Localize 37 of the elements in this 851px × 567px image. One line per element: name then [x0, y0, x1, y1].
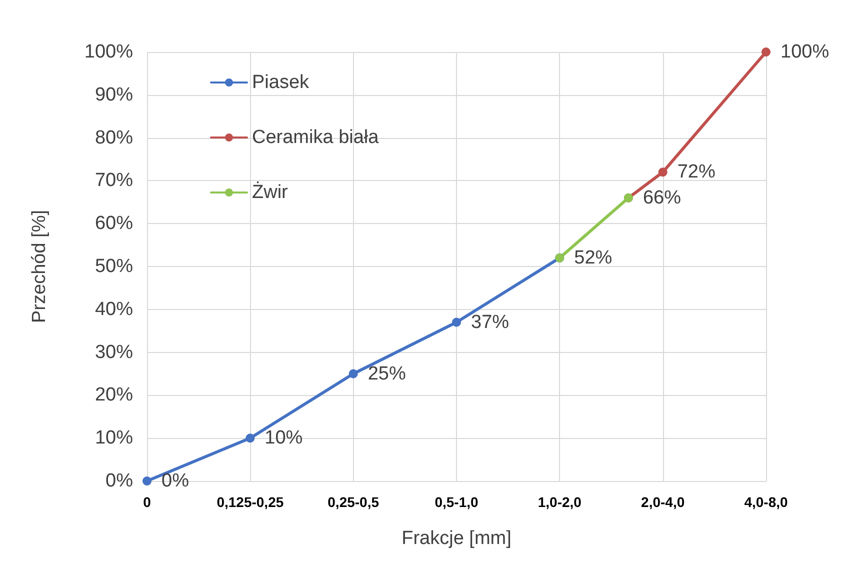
data-label: 72%	[677, 162, 716, 183]
x-tick-label: 0,5-1,0	[434, 494, 479, 510]
y-tick-label: 20%	[94, 384, 134, 406]
point	[658, 168, 668, 177]
point	[452, 318, 461, 327]
y-tick-label: 90%	[94, 84, 134, 106]
data-label: 37%	[471, 312, 510, 333]
y-axis-title: Przechód [%]	[29, 210, 50, 323]
y-tick-label: 40%	[94, 298, 134, 320]
legend-label: Piasek	[252, 72, 310, 93]
point	[348, 369, 358, 378]
y-tick-label: 30%	[94, 342, 134, 363]
y-tick-label: 80%	[94, 127, 134, 148]
data-label: 0%	[162, 470, 190, 492]
y-tick-label: 70%	[94, 170, 134, 192]
legend-label: Żwir	[252, 181, 289, 203]
x-tick-label: 0,25-0,5	[328, 494, 380, 510]
data-label: 66%	[642, 187, 682, 208]
x-tick-label: 0	[143, 494, 152, 510]
data-label: 10%	[264, 428, 303, 449]
data-label: 100%	[780, 42, 830, 62]
x-axis-title: Frakcje [mm]	[402, 528, 512, 549]
point	[762, 48, 770, 56]
y-tick-label: 10%	[94, 428, 134, 449]
legend-label: Ceramika biała	[252, 127, 380, 148]
data-label: 25%	[368, 363, 406, 384]
y-tick-label: 60%	[94, 213, 134, 234]
point	[246, 434, 255, 443]
y-tick-label: 50%	[94, 256, 134, 277]
x-tick-label: 1,0-2,0	[538, 494, 582, 510]
y-tick-label: 0%	[106, 470, 134, 492]
x-tick-label: 0,125-0,25	[216, 494, 284, 510]
x-tick-label: 2,0-4,0	[641, 494, 685, 510]
point	[142, 476, 152, 486]
data-label: 52%	[574, 247, 612, 268]
x-tick-label: 4,0-8,0	[744, 494, 788, 510]
y-tick-label: 100%	[84, 42, 134, 62]
